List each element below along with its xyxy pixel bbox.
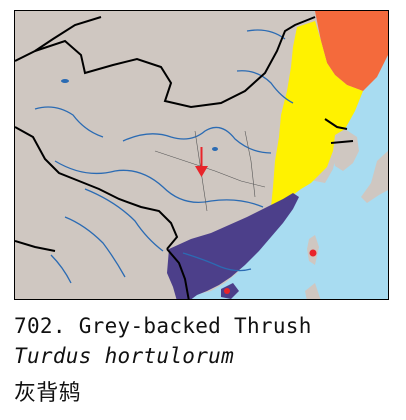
migration-range xyxy=(271,21,363,217)
province-line xyxy=(154,150,266,188)
resident-spot-hainan xyxy=(224,288,230,294)
river-yangtze xyxy=(54,160,264,208)
border-south xyxy=(15,240,56,252)
border-vietnam xyxy=(166,248,190,299)
border-dmz xyxy=(330,140,354,144)
province-line xyxy=(244,130,256,198)
korea-land xyxy=(331,129,359,171)
borders xyxy=(15,16,354,299)
mainland-land xyxy=(15,11,363,299)
japan-land xyxy=(361,150,388,203)
border-himalaya xyxy=(15,126,179,250)
river-brahmaputra xyxy=(50,254,72,284)
river-mekong xyxy=(84,188,164,252)
red-down-arrow-icon xyxy=(195,147,208,177)
lake xyxy=(61,79,69,83)
river-salween xyxy=(64,216,126,278)
arrow-shaft xyxy=(200,147,203,169)
arrow-head xyxy=(195,166,208,177)
wintering-range xyxy=(167,193,299,299)
river-yellow xyxy=(122,126,272,154)
border-mongolia xyxy=(34,16,316,109)
luzon-land xyxy=(305,283,321,299)
range-map xyxy=(14,10,389,300)
scientific-name: Turdus hortulorum xyxy=(14,344,235,368)
range-map-svg xyxy=(15,11,388,299)
species-number-and-name: 702. Grey-backed Thrush xyxy=(14,314,312,338)
river-pearl xyxy=(182,252,252,272)
river-amur-branch xyxy=(236,70,294,104)
border-kazakh xyxy=(15,16,102,62)
border-korea xyxy=(324,118,348,130)
breeding-range xyxy=(315,11,388,91)
chinese-name: 灰背鸫 xyxy=(14,381,81,406)
resident-spot-taiwan xyxy=(309,249,317,257)
river-tarim xyxy=(34,106,104,138)
lake xyxy=(212,147,218,151)
